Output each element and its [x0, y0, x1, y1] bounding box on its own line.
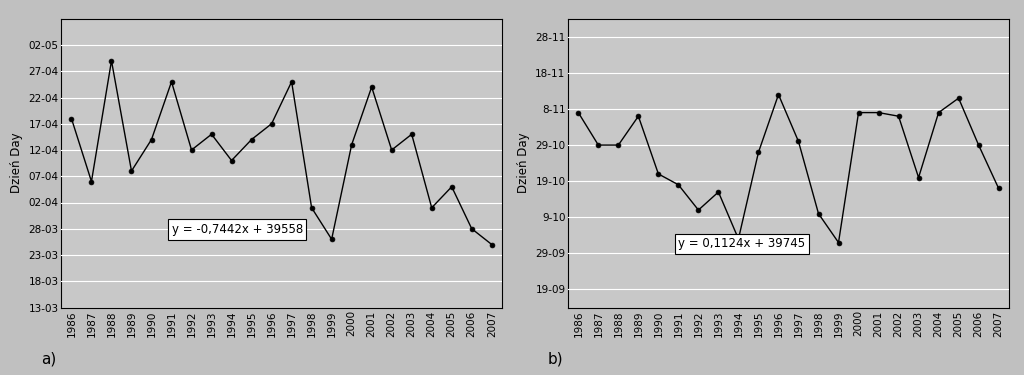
- Text: y = 0,1124x + 39745: y = 0,1124x + 39745: [679, 237, 806, 250]
- Y-axis label: Dzień Day: Dzień Day: [517, 133, 529, 194]
- Text: y = -0,7442x + 39558: y = -0,7442x + 39558: [171, 223, 303, 236]
- Text: b): b): [548, 352, 563, 367]
- Text: a): a): [41, 352, 56, 367]
- Y-axis label: Dzień Day: Dzień Day: [10, 133, 23, 194]
